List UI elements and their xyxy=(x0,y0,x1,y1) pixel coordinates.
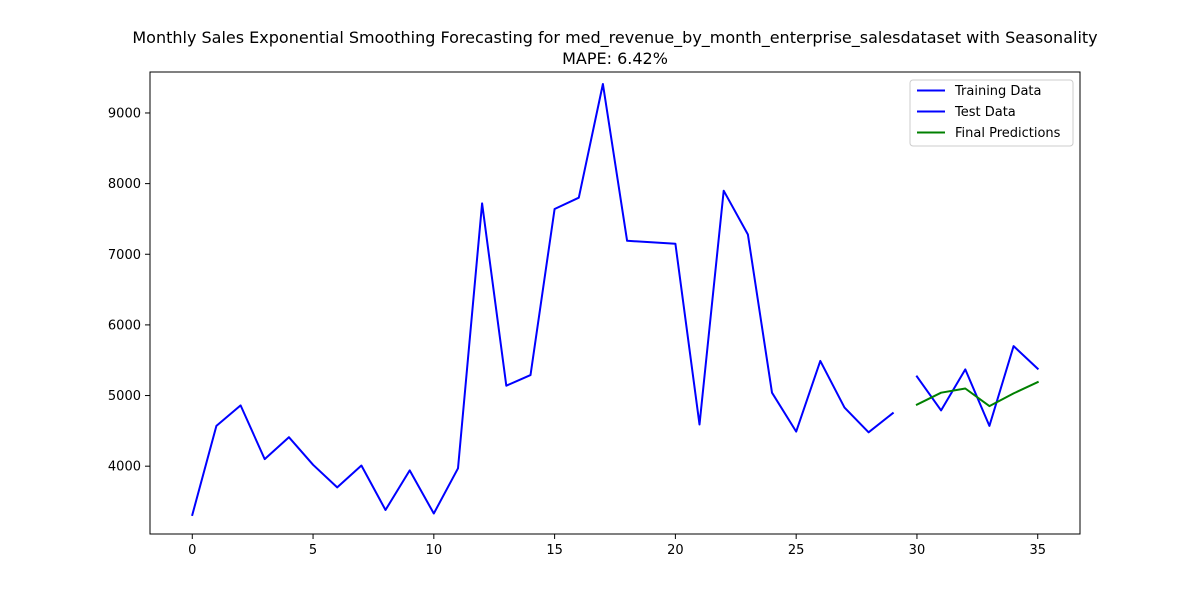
y-tick-label: 6000 xyxy=(108,318,141,333)
x-tick-label: 35 xyxy=(1029,543,1046,558)
y-tick-label: 5000 xyxy=(108,389,141,404)
y-tick-label: 7000 xyxy=(108,248,141,263)
series-layer xyxy=(191,83,1040,517)
plot-frame xyxy=(149,71,1081,535)
chart-title: Monthly Sales Exponential Smoothing Fore… xyxy=(132,28,1097,48)
legend-label-final-predictions: Final Predictions xyxy=(955,126,1061,141)
chart-subtitle: MAPE: 6.42% xyxy=(562,49,668,68)
x-tick-label: 25 xyxy=(788,543,805,558)
legend-label-training-data: Training Data xyxy=(954,84,1041,99)
x-tick-label: 10 xyxy=(426,543,443,558)
series-line-final-predictions xyxy=(915,380,1040,408)
y-tick-label: 9000 xyxy=(108,106,141,121)
x-tick-label: 15 xyxy=(546,543,563,558)
y-axis: 4000 5000 6000 7000 8000 9000 xyxy=(108,106,150,475)
x-tick-label: 20 xyxy=(667,543,684,558)
y-tick-label: 8000 xyxy=(108,177,141,192)
x-tick-label: 5 xyxy=(309,543,317,558)
legend-label-test-data: Test Data xyxy=(954,105,1016,120)
legend: Training Data Test Data Final Prediction… xyxy=(909,79,1074,147)
x-tick-label: 0 xyxy=(188,543,196,558)
series-line-training-data xyxy=(191,83,895,517)
y-tick-label: 4000 xyxy=(108,460,141,475)
x-tick-label: 30 xyxy=(909,543,926,558)
legend-box xyxy=(909,79,1074,147)
x-axis: 0 5 10 15 20 25 30 35 xyxy=(188,534,1046,558)
